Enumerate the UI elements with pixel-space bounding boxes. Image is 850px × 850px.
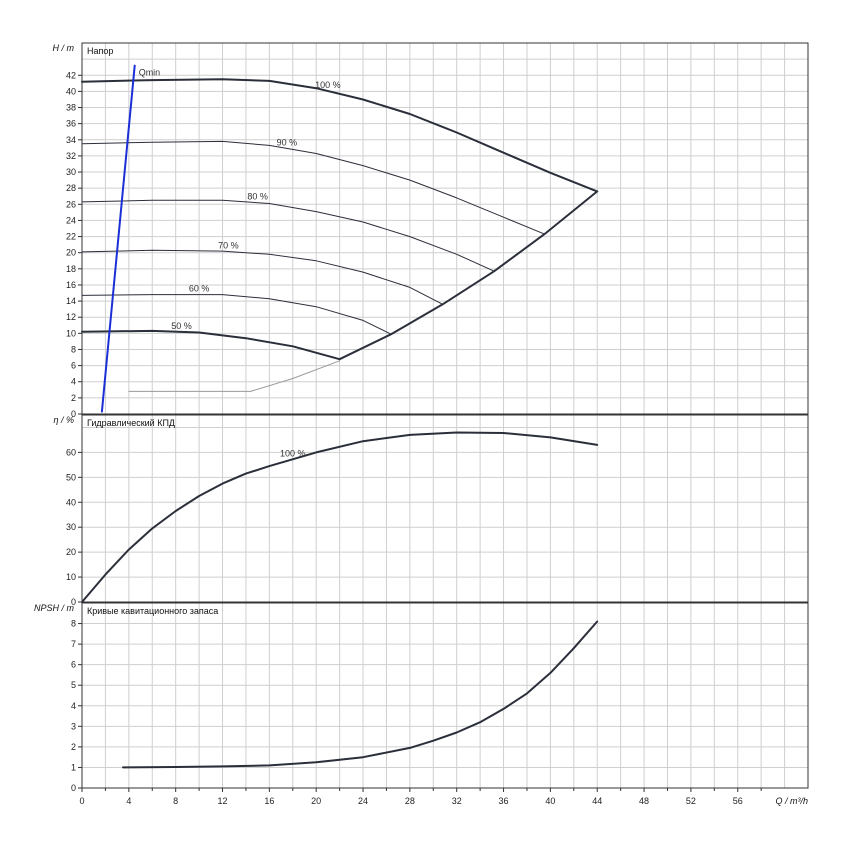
y-tick-label: 60 xyxy=(66,447,76,457)
s-0-4-curve xyxy=(81,294,392,335)
s-0-4-label: 60 % xyxy=(189,284,210,294)
y-tick-label: 22 xyxy=(66,232,76,242)
y-tick-label: 14 xyxy=(66,296,76,306)
s-0-6-curve xyxy=(338,190,599,361)
y-tick-label: 8 xyxy=(71,344,76,354)
x-tick-label: 20 xyxy=(311,796,321,806)
s-0-8-curve xyxy=(100,64,136,413)
s-0-5-curve xyxy=(81,329,341,361)
y-tick-label: 42 xyxy=(66,70,76,80)
y-tick-label: 0 xyxy=(71,409,76,419)
panel-title-0: Напор xyxy=(87,46,113,56)
y-tick-label: 4 xyxy=(71,377,76,387)
y-tick-label: 0 xyxy=(71,783,76,793)
s-0-3-label: 70 % xyxy=(218,240,239,250)
y-tick-label: 10 xyxy=(66,572,76,582)
x-tick-label: 28 xyxy=(405,796,415,806)
x-tick-label: 52 xyxy=(686,796,696,806)
y-tick-label: 34 xyxy=(66,135,76,145)
y-tick-label: 2 xyxy=(71,742,76,752)
panel-title-1: Гидравлический КПД xyxy=(87,418,175,428)
x-tick-label: 0 xyxy=(79,796,84,806)
y-axis-label-0: H / m xyxy=(53,43,75,53)
s-1-0-curve xyxy=(81,431,599,603)
plot-frames xyxy=(78,42,809,792)
x-tick-label: 8 xyxy=(173,796,178,806)
y-tick-label: 40 xyxy=(66,86,76,96)
s-0-1-label: 90 % xyxy=(277,137,298,147)
y-tick-label: 50 xyxy=(66,472,76,482)
y-tick-label: 24 xyxy=(66,215,76,225)
s-0-0-curve xyxy=(81,78,599,193)
y-tick-label: 40 xyxy=(66,497,76,507)
y-tick-label: 30 xyxy=(66,167,76,177)
y-tick-label: 20 xyxy=(66,248,76,258)
y-tick-label: 1 xyxy=(71,762,76,772)
s-0-2-label: 80 % xyxy=(247,192,268,202)
curve-layer xyxy=(81,64,599,769)
x-tick-label: 48 xyxy=(639,796,649,806)
y-tick-label: 10 xyxy=(66,328,76,338)
x-tick-label: 32 xyxy=(452,796,462,806)
y-tick-label: 12 xyxy=(66,312,76,322)
panel-title-2: Кривые кавитационного запаса xyxy=(87,606,218,616)
y-tick-label: 2 xyxy=(71,393,76,403)
s-0-2-curve xyxy=(81,199,495,272)
y-tick-label: 20 xyxy=(66,547,76,557)
x-tick-label: 24 xyxy=(358,796,368,806)
x-tick-label: 4 xyxy=(126,796,131,806)
plot-frame-1 xyxy=(81,414,809,603)
plot-frame-2 xyxy=(81,602,809,789)
y-tick-label: 5 xyxy=(71,680,76,690)
y-tick-label: 7 xyxy=(71,639,76,649)
y-tick-label: 6 xyxy=(71,361,76,371)
y-tick-label: 8 xyxy=(71,619,76,629)
y-tick-label: 4 xyxy=(71,701,76,711)
y-axis-label-1: η / % xyxy=(53,415,74,425)
y-tick-label: 16 xyxy=(66,280,76,290)
y-tick-label: 3 xyxy=(71,721,76,731)
y-tick-label: 0 xyxy=(71,597,76,607)
y-tick-label: 36 xyxy=(66,119,76,129)
x-tick-label: 16 xyxy=(264,796,274,806)
x-tick-label: 36 xyxy=(499,796,509,806)
x-tick-label: 40 xyxy=(545,796,555,806)
s-0-3-curve xyxy=(81,249,444,305)
s-2-0-curve xyxy=(122,620,599,769)
x-axis-label: Q / m³/h xyxy=(775,796,808,806)
s-1-0-label: 100 % xyxy=(280,448,306,458)
s-0-0-label: 100 % xyxy=(315,80,341,90)
y-tick-label: 38 xyxy=(66,103,76,113)
s-0-7-curve xyxy=(128,360,341,392)
y-tick-label: 6 xyxy=(71,660,76,670)
y-tick-label: 18 xyxy=(66,264,76,274)
y-tick-label: 30 xyxy=(66,522,76,532)
y-tick-label: 28 xyxy=(66,183,76,193)
x-tick-label: 12 xyxy=(218,796,228,806)
plot-frame-0 xyxy=(81,42,809,415)
x-tick-label: 44 xyxy=(592,796,602,806)
s-0-1-curve xyxy=(81,140,545,235)
s-0-8-label: Qmin xyxy=(139,68,161,78)
x-tick-label: 56 xyxy=(733,796,743,806)
s-0-5-label: 50 % xyxy=(171,321,192,331)
y-axis-label-2: NPSH / m xyxy=(34,603,75,613)
y-tick-label: 32 xyxy=(66,151,76,161)
y-tick-label: 26 xyxy=(66,199,76,209)
text-layer: 024681012141618202224262830323436384042Н… xyxy=(34,43,808,806)
